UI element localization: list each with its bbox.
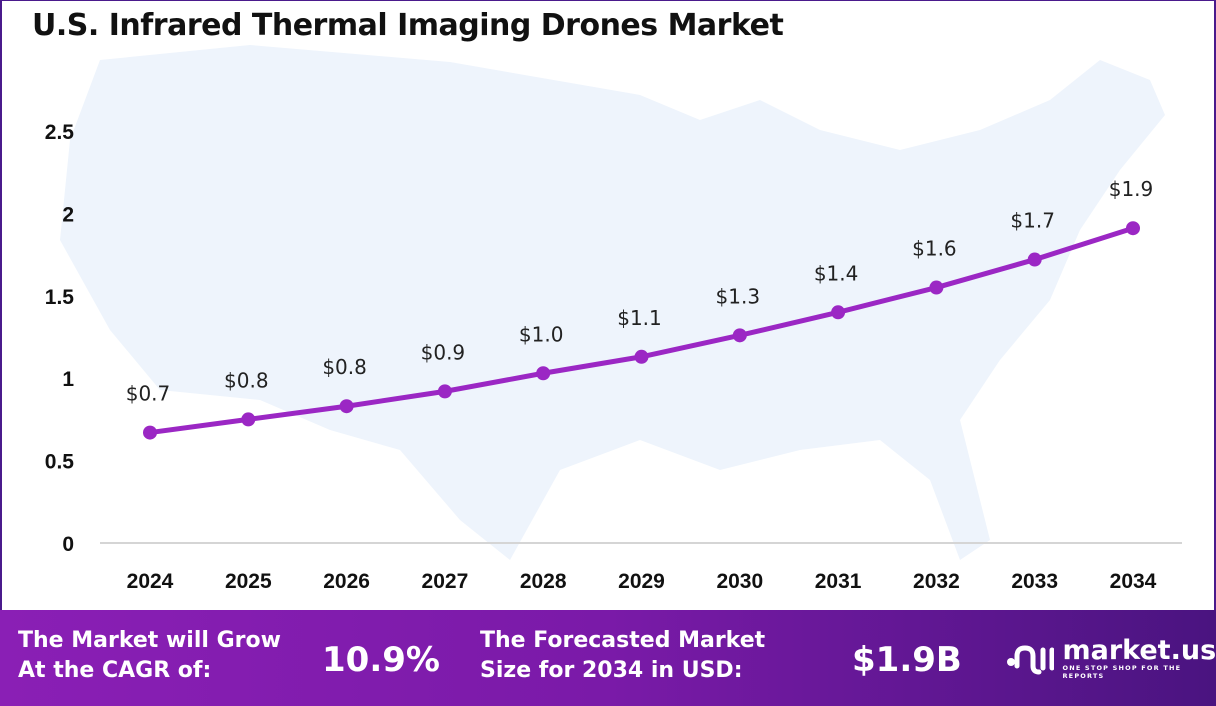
data-label: $1.9 — [1109, 177, 1154, 201]
data-label: $1.0 — [519, 322, 564, 346]
data-label: $1.7 — [1010, 209, 1055, 233]
data-label: $0.7 — [126, 382, 171, 406]
market-us-logo: market.us ONE STOP SHOP FOR THE REPORTS — [1005, 635, 1216, 680]
y-tick-label: 1 — [62, 368, 74, 391]
cagr-label-line1: The Market will Grow — [18, 628, 281, 653]
y-tick-label: 2 — [62, 203, 74, 226]
x-tick-label: 2031 — [815, 570, 862, 593]
data-point — [1027, 252, 1042, 267]
us-map-background — [60, 45, 1165, 560]
y-tick-label: 0 — [62, 533, 74, 556]
line-chart: 0 0.5 1 1.5 2 2.5 2024 2025 2026 2027 2028 2029 203… — [45, 45, 1182, 593]
x-tick-label: 2034 — [1110, 570, 1157, 593]
cagr-label: The Market will Grow At the CAGR of: — [18, 626, 281, 686]
data-label: $0.8 — [224, 368, 269, 392]
footer-banner: The Market will Grow At the CAGR of: 10.… — [0, 610, 1216, 706]
data-label: $1.6 — [912, 237, 957, 261]
y-tick-label: 2.5 — [45, 121, 75, 144]
size-label-line2: Size for 2034 in USD: — [480, 658, 743, 683]
cagr-label-line2: At the CAGR of: — [18, 658, 212, 683]
x-tick-label: 2028 — [520, 570, 567, 593]
x-tick-label: 2032 — [913, 570, 960, 593]
data-point — [634, 349, 649, 364]
x-tick-label: 2027 — [422, 570, 469, 593]
data-point — [1126, 221, 1140, 236]
y-tick-label: 0.5 — [45, 451, 75, 474]
chart-title: U.S. Infrared Thermal Imaging Drones Mar… — [32, 8, 784, 43]
x-tick-label: 2026 — [323, 570, 370, 593]
data-point — [143, 425, 157, 440]
cagr-value: 10.9% — [322, 640, 440, 680]
data-point — [241, 412, 256, 427]
logo-name: market.us — [1062, 635, 1216, 666]
logo-tagline: ONE STOP SHOP FOR THE REPORTS — [1062, 664, 1182, 680]
data-point — [437, 384, 452, 399]
market-size-value: $1.9B — [852, 640, 962, 680]
logo-mark-icon — [1007, 645, 1055, 675]
market-size-label: The Forecasted Market Size for 2034 in U… — [480, 626, 765, 686]
data-label: $1.4 — [814, 261, 859, 285]
size-label-line1: The Forecasted Market — [480, 628, 766, 653]
data-label: $1.1 — [617, 306, 662, 330]
y-tick-label: 1.5 — [45, 286, 75, 309]
data-label: $0.9 — [421, 340, 466, 364]
data-label: $1.3 — [716, 284, 761, 308]
data-point — [732, 328, 747, 343]
x-tick-label: 2024 — [127, 570, 174, 593]
data-label: $0.8 — [322, 355, 367, 379]
x-tick-label: 2033 — [1011, 570, 1058, 593]
data-point — [831, 305, 846, 320]
x-tick-label: 2025 — [225, 570, 272, 593]
data-point — [339, 399, 354, 414]
data-point — [536, 366, 551, 381]
x-tick-label: 2030 — [716, 570, 763, 593]
data-point — [929, 280, 944, 295]
x-tick-label: 2029 — [618, 570, 665, 593]
